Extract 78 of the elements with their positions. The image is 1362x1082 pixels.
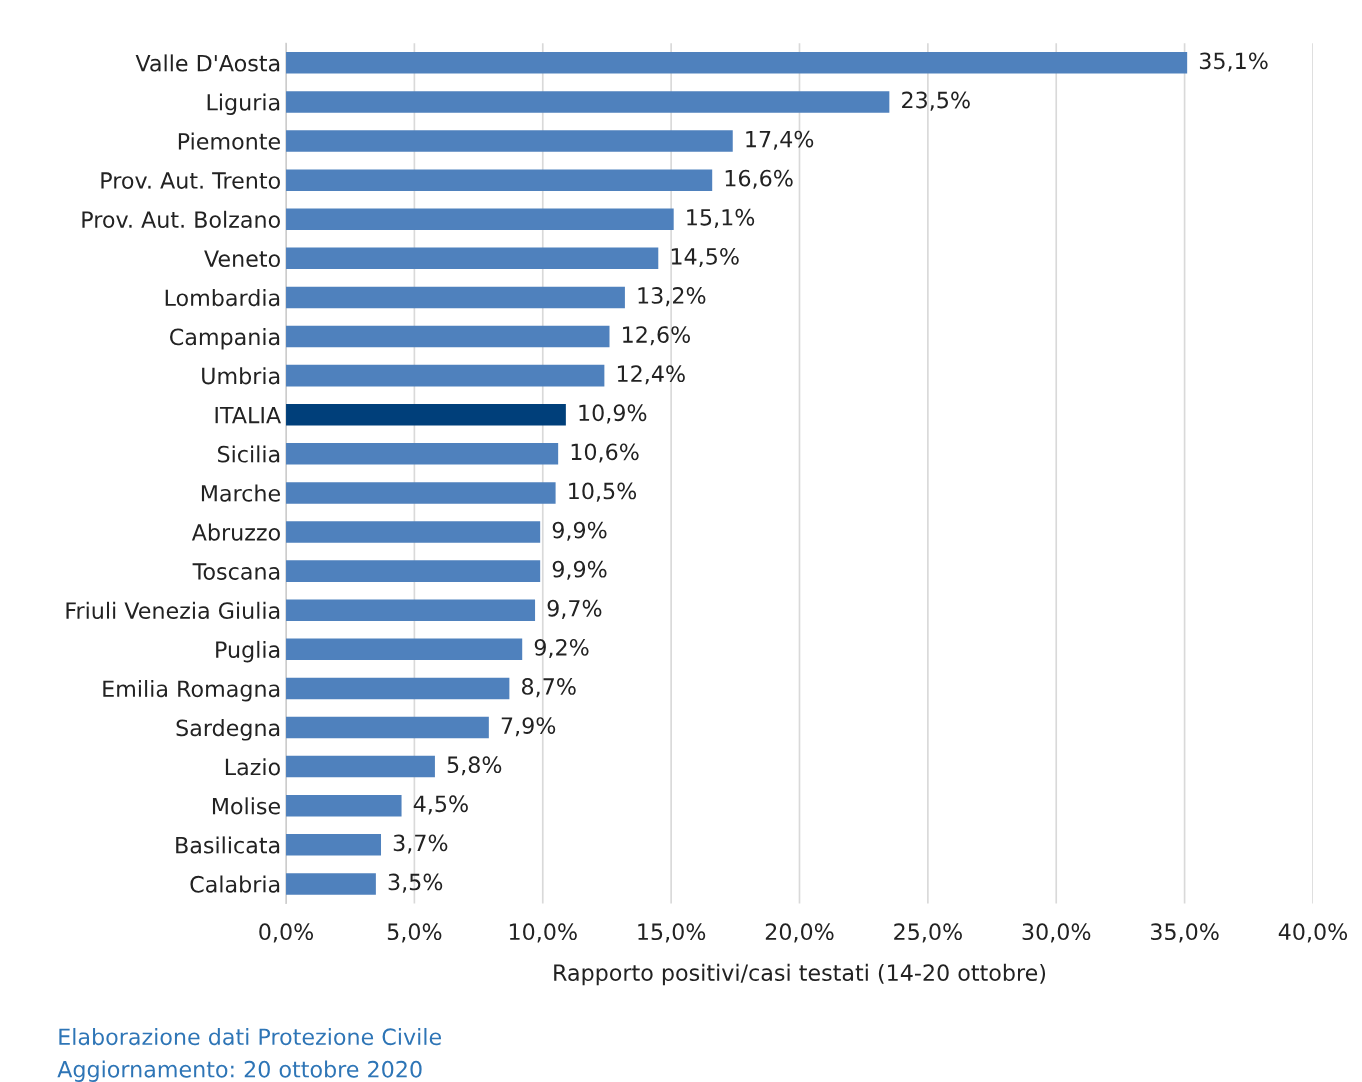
bar xyxy=(286,91,890,113)
y-tick-label: Valle D'Aosta xyxy=(135,54,280,72)
text: Aggiornamento: 20 ottobre 2020 xyxy=(57,1060,422,1082)
data-label: 9,7% xyxy=(547,599,602,619)
y-tick-label: ITALIA xyxy=(215,406,281,424)
x-tick-label: 40,0% xyxy=(1278,923,1348,943)
y-tick-label: Emilia Romagna xyxy=(103,679,280,702)
data-label: 10,9% xyxy=(579,404,647,424)
y-tick-label: Puglia xyxy=(216,640,280,663)
y-tick-label: Lazio xyxy=(225,758,280,776)
y-tick-label: Sicilia xyxy=(217,445,280,463)
data-label: 9,2% xyxy=(534,638,589,659)
y-tick-label: Umbria xyxy=(202,367,280,385)
data-label: 7,9% xyxy=(501,717,556,737)
y-tick-label: Prov. Aut. Bolzano xyxy=(82,210,280,228)
data-label: 9,9% xyxy=(552,560,607,580)
bar xyxy=(286,873,376,895)
y-tick-label: Sardegna xyxy=(176,719,280,741)
bar xyxy=(286,755,435,778)
data-label: 35,1% xyxy=(1199,52,1268,72)
data-label: 3,5% xyxy=(388,873,443,893)
data-label: 10,6% xyxy=(571,443,639,463)
y-tick-label: Basilicata xyxy=(176,836,280,854)
bar xyxy=(286,286,625,309)
bar xyxy=(286,364,605,387)
x-tick-label: 30,0% xyxy=(1022,923,1091,943)
x-tick-label: 0,0% xyxy=(259,923,314,943)
x-tick-label: 35,0% xyxy=(1151,923,1219,943)
text: Elaborazione dati Protezione Civile xyxy=(59,1027,441,1046)
y-tick-label: Prov. Aut. Trento xyxy=(101,172,280,189)
data-label: 4,5% xyxy=(413,795,468,815)
y-tick-label: Friuli Venezia Giulia xyxy=(66,601,280,619)
y-tick-label: Molise xyxy=(212,797,280,815)
y-tick-label: Lombardia xyxy=(165,288,280,307)
y-tick-label: Toscana xyxy=(192,563,280,580)
data-label: 10,5% xyxy=(569,482,637,502)
data-label: 12,6% xyxy=(623,326,690,346)
y-tick-label: Abruzzo xyxy=(191,523,280,541)
bar xyxy=(286,599,536,621)
bar xyxy=(286,638,523,661)
bar xyxy=(286,794,402,817)
bar xyxy=(286,130,733,152)
x-tick-label: 25,0% xyxy=(894,923,962,943)
data-label: 15,1% xyxy=(687,208,755,228)
data-label: 9,9% xyxy=(552,521,607,541)
data-label: 16,6% xyxy=(725,169,793,189)
data-label: 5,8% xyxy=(447,756,502,776)
data-label: 13,2% xyxy=(638,287,706,307)
y-tick-label: Piemonte xyxy=(178,132,280,150)
x-tick-label: 5,0% xyxy=(387,923,442,943)
y-tick-label: Calabria xyxy=(190,875,280,893)
bar xyxy=(286,208,674,230)
data-label: 8,7% xyxy=(522,678,576,698)
y-tick-label: Veneto xyxy=(204,250,280,268)
y-tick-label: Liguria xyxy=(207,93,280,115)
bar xyxy=(286,482,556,504)
y-tick-label: Campania xyxy=(170,328,280,350)
bar xyxy=(286,443,559,465)
data-label: 17,4% xyxy=(746,130,814,150)
data-label: 12,4% xyxy=(617,365,685,385)
data-label: 3,7% xyxy=(393,834,448,854)
data-label: 23,5% xyxy=(902,91,970,111)
x-tick-label: 10,0% xyxy=(509,923,577,943)
data-label: 14,5% xyxy=(671,247,739,268)
y-tick-label: Marche xyxy=(201,484,280,502)
bar xyxy=(286,169,713,191)
x-axis-title: Rapporto positivi/casi testati (14-20 ottobre) xyxy=(554,963,1046,986)
x-tick-label: 20,0% xyxy=(765,923,834,943)
bar xyxy=(286,560,541,582)
bar xyxy=(286,834,382,856)
bar xyxy=(286,403,566,426)
bar xyxy=(286,521,541,543)
bar xyxy=(286,52,1188,74)
bar xyxy=(286,247,659,270)
bar xyxy=(286,325,610,348)
x-tick-label: 15,0% xyxy=(638,923,706,943)
bar xyxy=(286,716,489,739)
bar xyxy=(286,677,510,700)
